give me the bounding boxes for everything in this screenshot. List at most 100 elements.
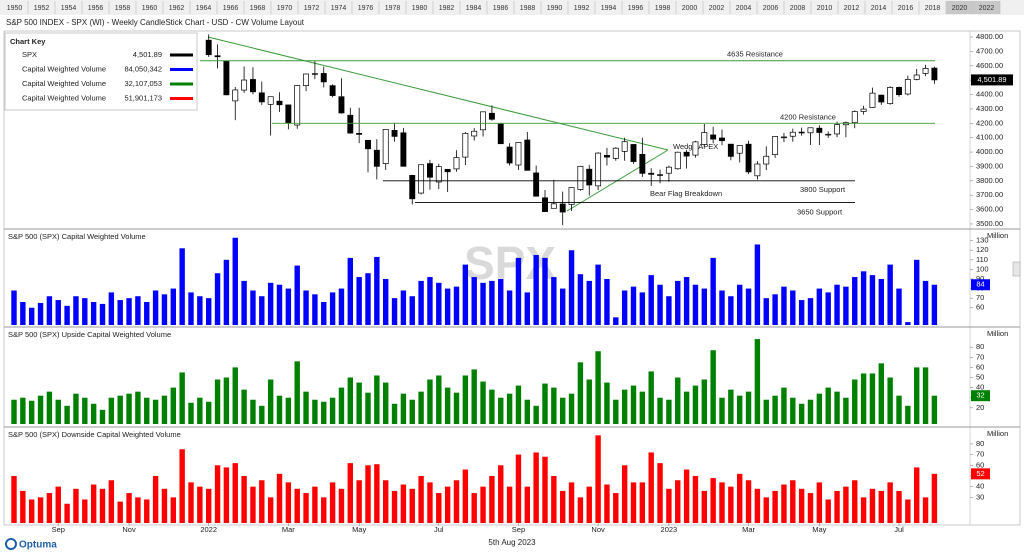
y-tick-label: 3800.00 [976, 176, 1003, 185]
volume-bar [807, 399, 814, 424]
volume-bar [179, 372, 185, 424]
y-tick-label: 70 [976, 352, 984, 361]
y-tick-label: 120 [976, 245, 989, 254]
candle-body [798, 131, 805, 134]
y-tick-label: 60 [976, 303, 984, 312]
volume-bar [117, 395, 123, 424]
volume-bar [365, 392, 371, 424]
volume-bar [108, 292, 115, 325]
candle-body [834, 124, 841, 135]
timeline-year: 2006 [763, 5, 779, 12]
volume-bar [843, 286, 849, 325]
chart-key [4, 32, 198, 111]
volume-bar [506, 290, 513, 325]
y-tick-label: 3700.00 [976, 190, 1003, 199]
volume-bar [781, 387, 787, 424]
x-tick-label: Sep [52, 525, 65, 534]
volume-bar [772, 395, 778, 424]
volume-bar [931, 395, 938, 424]
candle-body [453, 157, 460, 170]
candle-body [382, 129, 389, 164]
candle-body [869, 92, 876, 108]
volume-bar [197, 397, 203, 424]
volume-bar [798, 300, 805, 325]
y-tick-label: 70 [976, 450, 984, 459]
volume-bar [144, 397, 150, 424]
candle-body [621, 141, 628, 152]
logo-icon [5, 538, 17, 550]
volume-bar [453, 286, 460, 325]
candle-body [586, 168, 593, 186]
x-tick-label: Nov [591, 525, 605, 534]
volume-bar [197, 296, 203, 325]
volume-bar [126, 493, 132, 523]
volume-bar [20, 397, 26, 424]
volume-bar [595, 435, 601, 523]
volume-bar [303, 493, 309, 523]
volume-bar [99, 303, 106, 325]
candle-body [719, 137, 725, 142]
y-tick-label: 4100.00 [976, 133, 1003, 142]
candle-body [285, 104, 292, 123]
volume-bar [312, 294, 318, 325]
candle-body [462, 133, 469, 158]
timeline-year: 1988 [520, 5, 536, 12]
volume-bar [887, 264, 893, 325]
y-tick-label: 30 [976, 492, 984, 501]
volume-bar [860, 373, 867, 424]
volume-bar [648, 452, 654, 523]
volume-bar [639, 292, 646, 325]
y-tick-label: 20 [976, 403, 984, 412]
volume-bar [816, 393, 823, 424]
volume-bar [90, 301, 97, 325]
timeline-year: 1986 [493, 5, 509, 12]
volume-bar [347, 377, 353, 424]
timeline-year: 1992 [574, 5, 590, 12]
y-tick-label: 50 [976, 372, 984, 381]
timeline-year: 1956 [88, 5, 104, 12]
x-tick-label: Mar [742, 525, 755, 534]
volume-bar [267, 282, 274, 325]
timeline-year: 1976 [358, 5, 374, 12]
volume-bar [506, 393, 513, 424]
volume-bar [675, 377, 681, 424]
y-tick-label: 4800.00 [976, 32, 1003, 41]
volume-bar [621, 290, 628, 325]
volume-bar [568, 250, 575, 325]
x-tick-label: May [352, 525, 366, 534]
timeline-cell [946, 1, 973, 14]
volume-bar [878, 278, 884, 325]
volume-bar [338, 288, 345, 325]
x-tick-label: Sep [512, 525, 525, 534]
candle-body [418, 164, 425, 194]
volume-bar [55, 399, 61, 424]
volume-bar [604, 278, 610, 325]
candle-body [887, 87, 894, 104]
timeline-year: 1982 [439, 5, 455, 12]
volume-bar [586, 486, 592, 523]
volume-bar [621, 389, 628, 424]
volume-bar [436, 282, 442, 325]
volume-bar [144, 301, 150, 325]
volume-bar [719, 397, 725, 424]
volume-bar [356, 480, 362, 523]
scroll-handle[interactable] [1012, 261, 1021, 277]
x-tick-label: 2023 [661, 525, 678, 534]
candle-body [931, 67, 938, 81]
timeline-year: 2016 [898, 5, 914, 12]
volume-bar [604, 382, 610, 424]
timeline-year: 2010 [817, 5, 833, 12]
volume-bar [436, 493, 442, 523]
timeline-year: 1952 [34, 5, 50, 12]
timeline-year: 2018 [925, 5, 941, 12]
volume-bar [241, 389, 247, 424]
volume-bar [197, 486, 203, 523]
volume-bar [515, 257, 522, 325]
volume-bar [683, 391, 690, 424]
volume-bar [444, 486, 451, 523]
volume-bar [223, 467, 230, 523]
y-tick-label: 70 [976, 293, 984, 302]
volume-bar [285, 288, 292, 325]
timeline-year: 2014 [871, 5, 887, 12]
